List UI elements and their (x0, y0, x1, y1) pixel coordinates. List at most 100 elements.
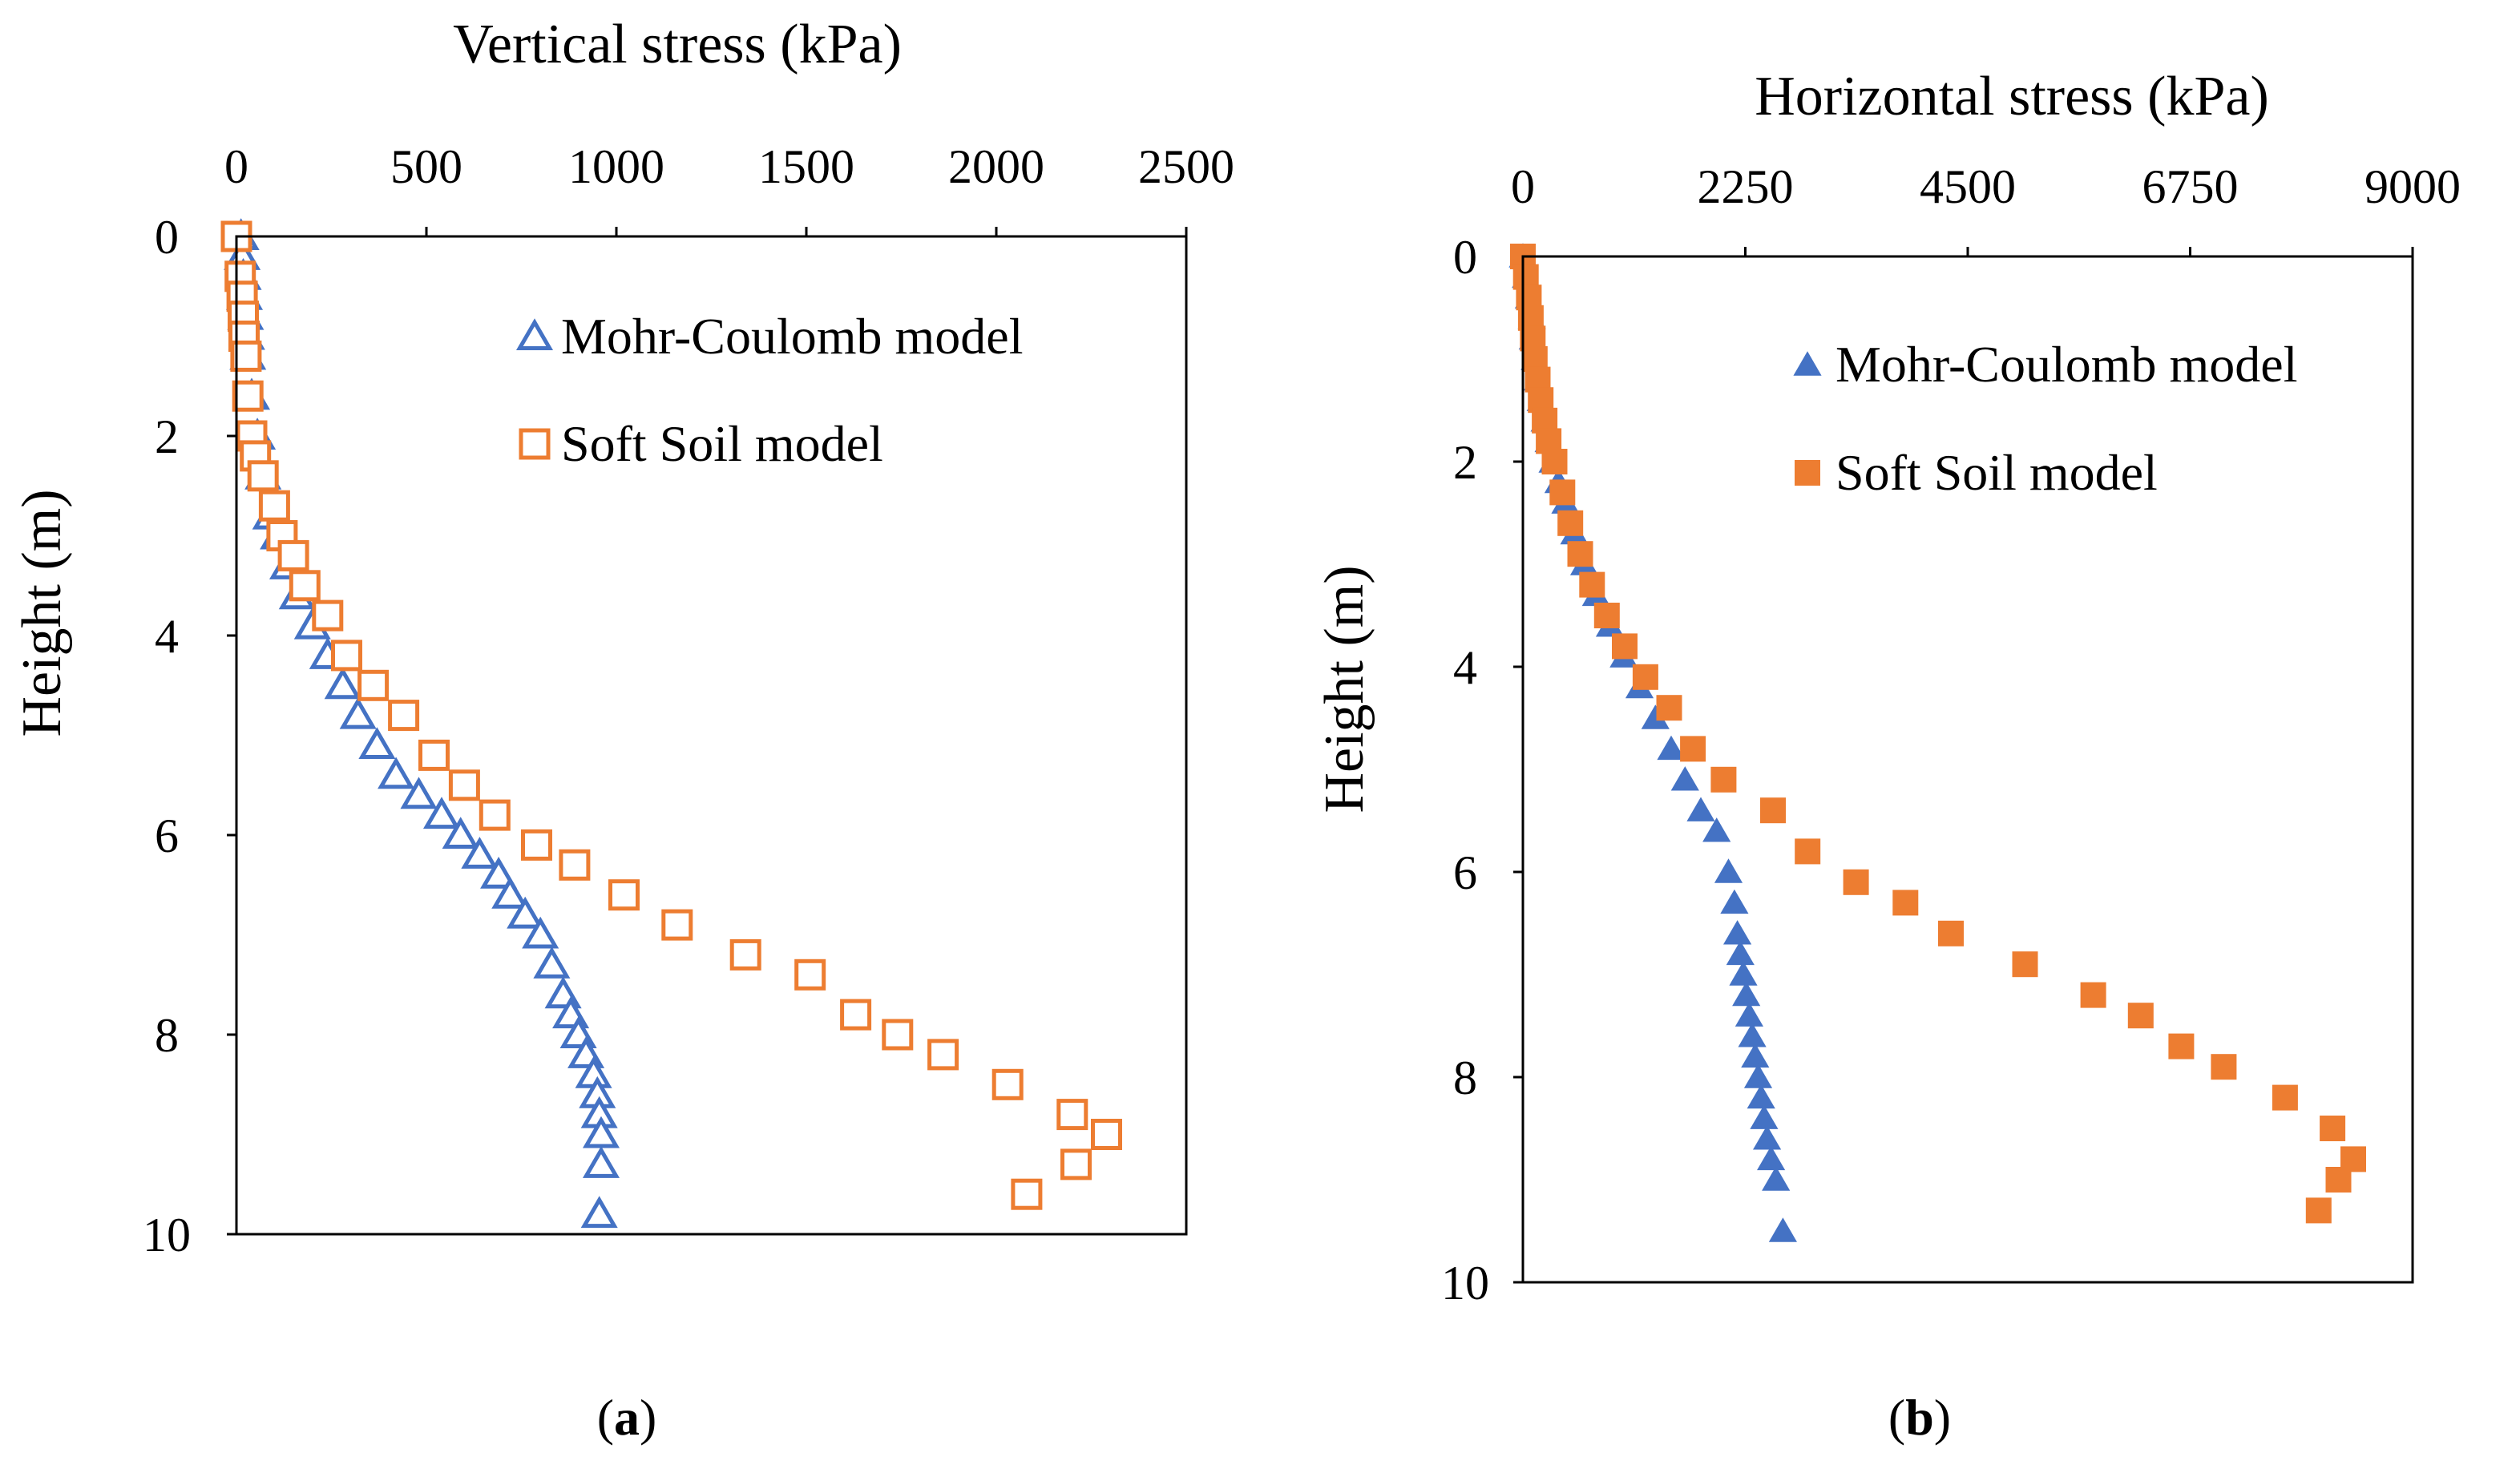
chart-a-series-1-point (559, 849, 591, 881)
chart-b-series-1-point (1795, 838, 1821, 865)
chart-b-series-1-point (1541, 449, 1568, 474)
chart-a-series-0-point (507, 896, 544, 929)
chart-b-series-0-point (1747, 1084, 1775, 1109)
chart-a-y-axis-title: Height (m) (11, 489, 73, 737)
chart-a-series-0-point (400, 777, 438, 809)
chart-b-series-1-point (2320, 1116, 2346, 1141)
chart-a-legend-label-0: Mohr-Coulomb model (561, 308, 1023, 365)
chart-b-series-1-point (2305, 1197, 2332, 1224)
chart-a-series-0-point (480, 857, 518, 889)
chart-a-series-0-point (324, 667, 361, 700)
chart-a-series-1-point (521, 829, 552, 861)
chart-b-x-tick-label: 2250 (1698, 160, 1794, 213)
chart-panel-a: Vertical stress (kPa) 0 500 1000 1500 2000 25… (11, 14, 1234, 1446)
chart-b-y-tick-label: 2 (1453, 436, 1477, 489)
chart-b-y-tick-label: 4 (1453, 641, 1477, 694)
chart-a-y-tick-label: 6 (155, 809, 179, 862)
chart-a-series-0-point (582, 1116, 620, 1148)
chart-b-series-0-point (1720, 889, 1749, 914)
chart-b-series-1-point (1680, 736, 1706, 762)
chart-a-y-tick-label: 2 (155, 410, 179, 463)
chart-a-series-0-point (533, 946, 571, 979)
chart-b-series-1-point (1579, 571, 1605, 598)
chart-a-series-1-point (882, 1019, 914, 1051)
chart-a-series-1-point (927, 1039, 959, 1071)
chart-a-series-0-point (491, 876, 529, 909)
chart-a-legend-label-1: Soft Soil model (561, 415, 883, 472)
chart-b-y-axis-title: Height (m) (1314, 565, 1375, 813)
chart-b-series-0-point (1657, 735, 1686, 761)
chart-a-series-0-point (358, 727, 396, 759)
chart-a-series-1-point (277, 539, 309, 571)
chart-b-series-1-point (2272, 1084, 2298, 1111)
chart-a-x-tick-label: 1500 (758, 140, 854, 193)
chart-b-series-1-point (1710, 766, 1737, 793)
chart-b-series-1-point (1892, 890, 1919, 916)
chart-b-series-1-point (2325, 1167, 2352, 1193)
chart-a-y-tick-label: 8 (155, 1009, 179, 1062)
chart-a-series-0-point (522, 916, 559, 949)
chart-b-y-tick-label: 10 (1441, 1257, 1489, 1310)
chart-a-panel-label: (a) (597, 1389, 657, 1446)
chart-a-panel-letter: a (614, 1389, 640, 1446)
chart-panel-b: Horizontal stress (kPa) 0 2250 4500 6750 900… (1314, 66, 2461, 1446)
chart-b-y-tick-label: 8 (1453, 1051, 1477, 1104)
chart-b-markers (1508, 243, 2366, 1242)
chart-b-series-0-point (1686, 797, 1715, 821)
chart-a-series-1-point (1011, 1178, 1043, 1210)
chart-b-legend-marker-1 (1795, 460, 1820, 486)
chart-a-series-0-point (339, 696, 377, 729)
chart-a-series-1-point (388, 700, 420, 732)
chart-b-series-1-point (1760, 797, 1786, 824)
chart-b-x-tick-label: 0 (1511, 160, 1535, 213)
chart-b-series-1-point (2127, 1003, 2154, 1029)
chart-a-legend-marker-0 (515, 318, 554, 350)
chart-b-x-axis-title: Horizontal stress (kPa) (1755, 66, 2269, 127)
chart-b-legend-symbol-0 (1793, 351, 1822, 376)
chart-b-panel-letter: b (1905, 1389, 1934, 1446)
chart-a-series-1-point (661, 909, 693, 941)
chart-a-series-1-point (312, 599, 344, 632)
chart-b-x-tick-label: 6750 (2142, 160, 2239, 213)
chart-b-legend-symbol-1 (1795, 460, 1820, 486)
chart-b-x-tick-label: 4500 (1920, 160, 2016, 213)
chart-b-legend-marker-0 (1793, 351, 1822, 376)
chart-a-legend-symbol-1 (519, 428, 551, 460)
chart-a-series-1-point (840, 999, 872, 1031)
chart-a-x-tick-label: 0 (224, 140, 248, 193)
chart-b-legend-label-1: Soft Soil model (1835, 444, 2158, 501)
chart-b-series-1-point (1612, 633, 1638, 660)
chart-a-series-0-point (422, 797, 461, 829)
chart-b-legend-label-0: Mohr-Coulomb model (1835, 336, 2297, 393)
chart-a-y-tick-label: 0 (155, 211, 179, 264)
chart-a-series-1-point (289, 570, 321, 602)
chart-a-series-1-point (729, 938, 761, 971)
chart-a-x-ticks: 0 500 1000 1500 2000 2500 (224, 140, 1234, 236)
chart-b-x-tick-label: 9000 (2365, 160, 2461, 213)
chart-a-y-tick-label: 4 (155, 610, 179, 663)
chart-a-series-1-point (608, 879, 640, 911)
chart-b-series-0-point (1729, 961, 1758, 986)
chart-b-panel-label: (b) (1888, 1389, 1951, 1446)
chart-b-series-0-point (1750, 1104, 1779, 1129)
chart-b-series-0-point (1762, 1166, 1791, 1191)
chart-b-series-0-point (1726, 940, 1755, 966)
chart-a-plot-area (235, 235, 1188, 1236)
chart-a-series-1-point (247, 460, 279, 492)
chart-b-series-1-point (2012, 951, 2038, 978)
chart-b-series-1-point (1938, 920, 1964, 946)
chart-b-series-1-point (1567, 541, 1593, 567)
chart-a-series-1-point (448, 769, 480, 801)
chart-b-series-0-point (1738, 1023, 1767, 1047)
chart-a-series-1-point (232, 380, 264, 412)
chart-a-series-0-point (378, 757, 415, 789)
chart-b-series-0-point (1741, 1043, 1770, 1068)
chart-a-x-tick-label: 2000 (948, 140, 1044, 193)
chart-a-series-1-point (794, 958, 826, 991)
chart-b-series-1-point (2168, 1033, 2195, 1059)
chart-b-y-ticks: 0 2 4 6 8 10 (1441, 231, 1523, 1310)
chart-b-series-1-point (2211, 1054, 2237, 1080)
chart-a-legend-marker-1 (519, 428, 551, 460)
chart-a-series-0-point (461, 837, 499, 869)
